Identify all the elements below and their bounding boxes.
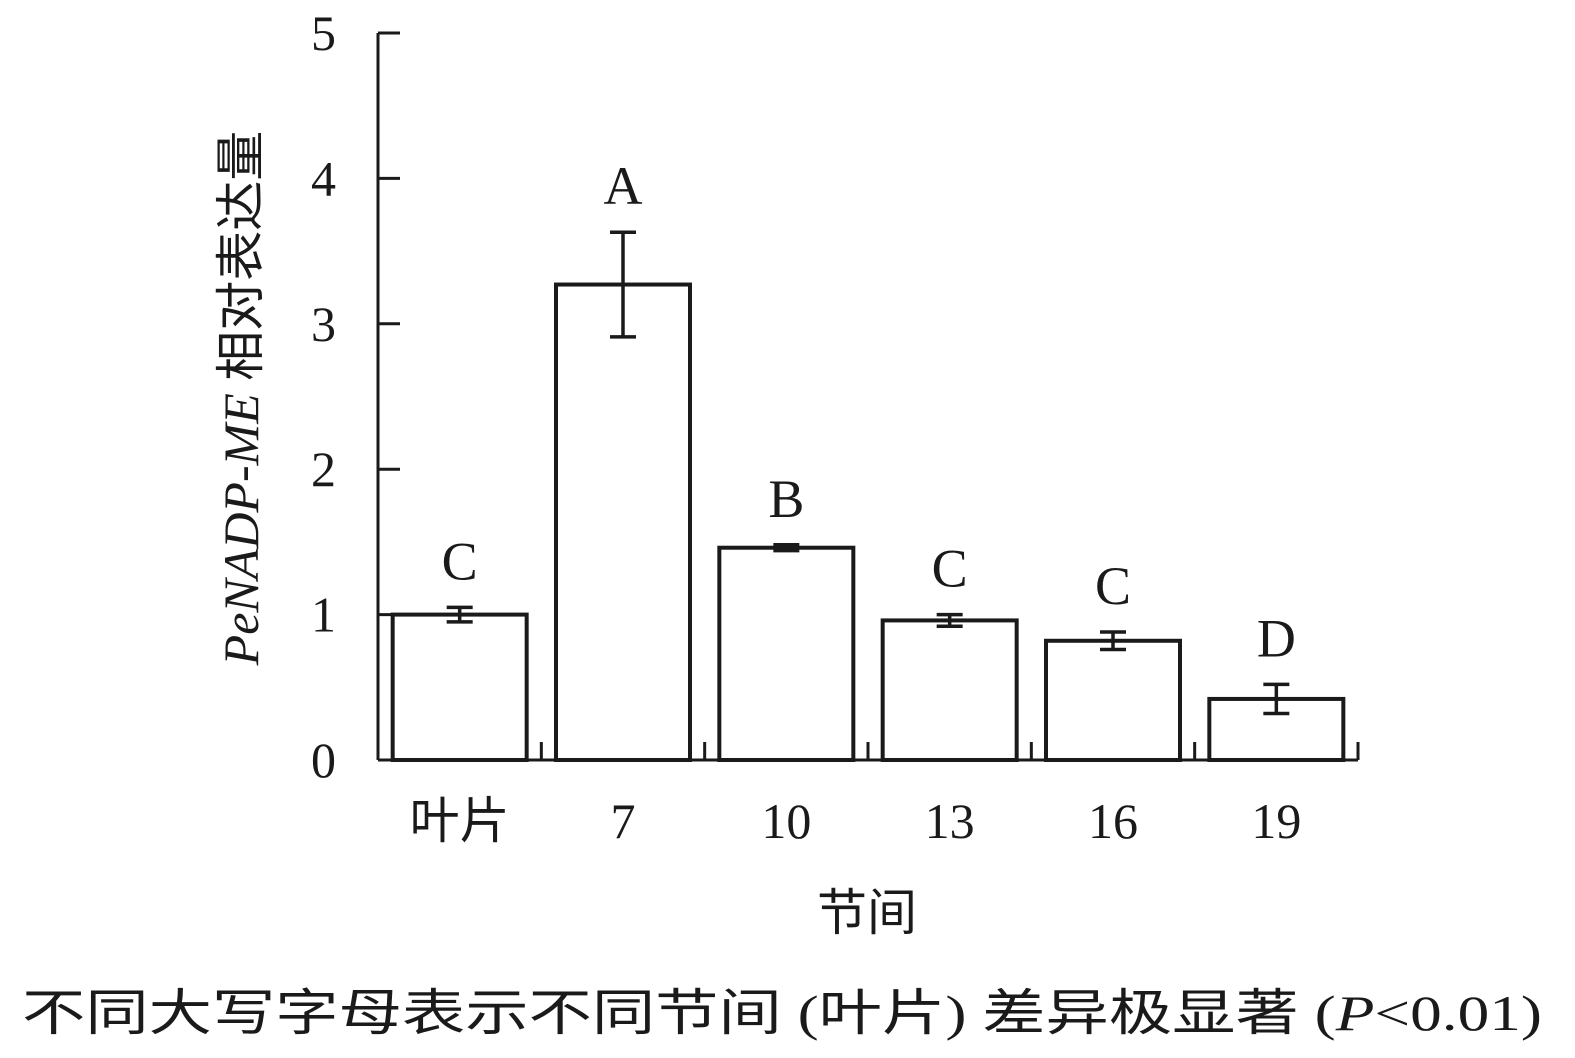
bar bbox=[880, 618, 1019, 763]
x-tick-label: 19 bbox=[1251, 793, 1301, 849]
caption-main: 不同大写字母表示不同节间 (叶片) 差异极显著 ( bbox=[22, 985, 1336, 1041]
error-bars bbox=[446, 230, 1290, 716]
x-axis: 叶片 7 10 13 16 19 bbox=[376, 742, 1360, 849]
bars bbox=[390, 282, 1346, 763]
x-tick-label: 16 bbox=[1088, 793, 1138, 849]
y-tick-label: 3 bbox=[311, 296, 336, 352]
significance-label: C bbox=[442, 531, 478, 591]
y-axis-title-text: 相对表达量 bbox=[213, 131, 269, 394]
figure-caption: 不同大写字母表示不同节间 (叶片) 差异极显著 (P <0.01) bbox=[22, 985, 1542, 1041]
bar bbox=[717, 545, 856, 762]
significance-label: B bbox=[768, 469, 804, 529]
y-axis-title-gene: PeNADP-ME bbox=[213, 393, 269, 666]
y-tick-label: 0 bbox=[311, 732, 336, 788]
x-axis-title: 节间 bbox=[817, 885, 917, 941]
significance-label: C bbox=[932, 539, 968, 599]
bar bbox=[1044, 638, 1182, 762]
y-tick-label: 2 bbox=[311, 441, 336, 497]
significance-label: D bbox=[1257, 608, 1296, 668]
y-tick-label: 4 bbox=[311, 150, 336, 206]
bar bbox=[390, 612, 529, 762]
x-tick-label: 10 bbox=[761, 793, 811, 849]
y-axis-title: PeNADP-ME 相对表达量 bbox=[213, 131, 269, 667]
x-tick-label: 叶片 bbox=[410, 793, 510, 849]
significance-label: C bbox=[1095, 556, 1131, 616]
y-tick-label: 5 bbox=[311, 5, 336, 61]
x-tick-label: 13 bbox=[925, 793, 975, 849]
caption-p-symbol: P bbox=[1334, 985, 1374, 1041]
y-tick-label: 1 bbox=[311, 587, 336, 643]
significance-label: A bbox=[604, 156, 643, 216]
bar bbox=[1207, 696, 1346, 763]
caption-rest: <0.01) bbox=[1374, 985, 1542, 1041]
bar bbox=[554, 282, 692, 762]
y-axis: 0 1 2 3 4 5 bbox=[311, 5, 400, 788]
x-tick-label: 7 bbox=[611, 793, 636, 849]
significance-labels: C A B C C D bbox=[442, 156, 1296, 668]
